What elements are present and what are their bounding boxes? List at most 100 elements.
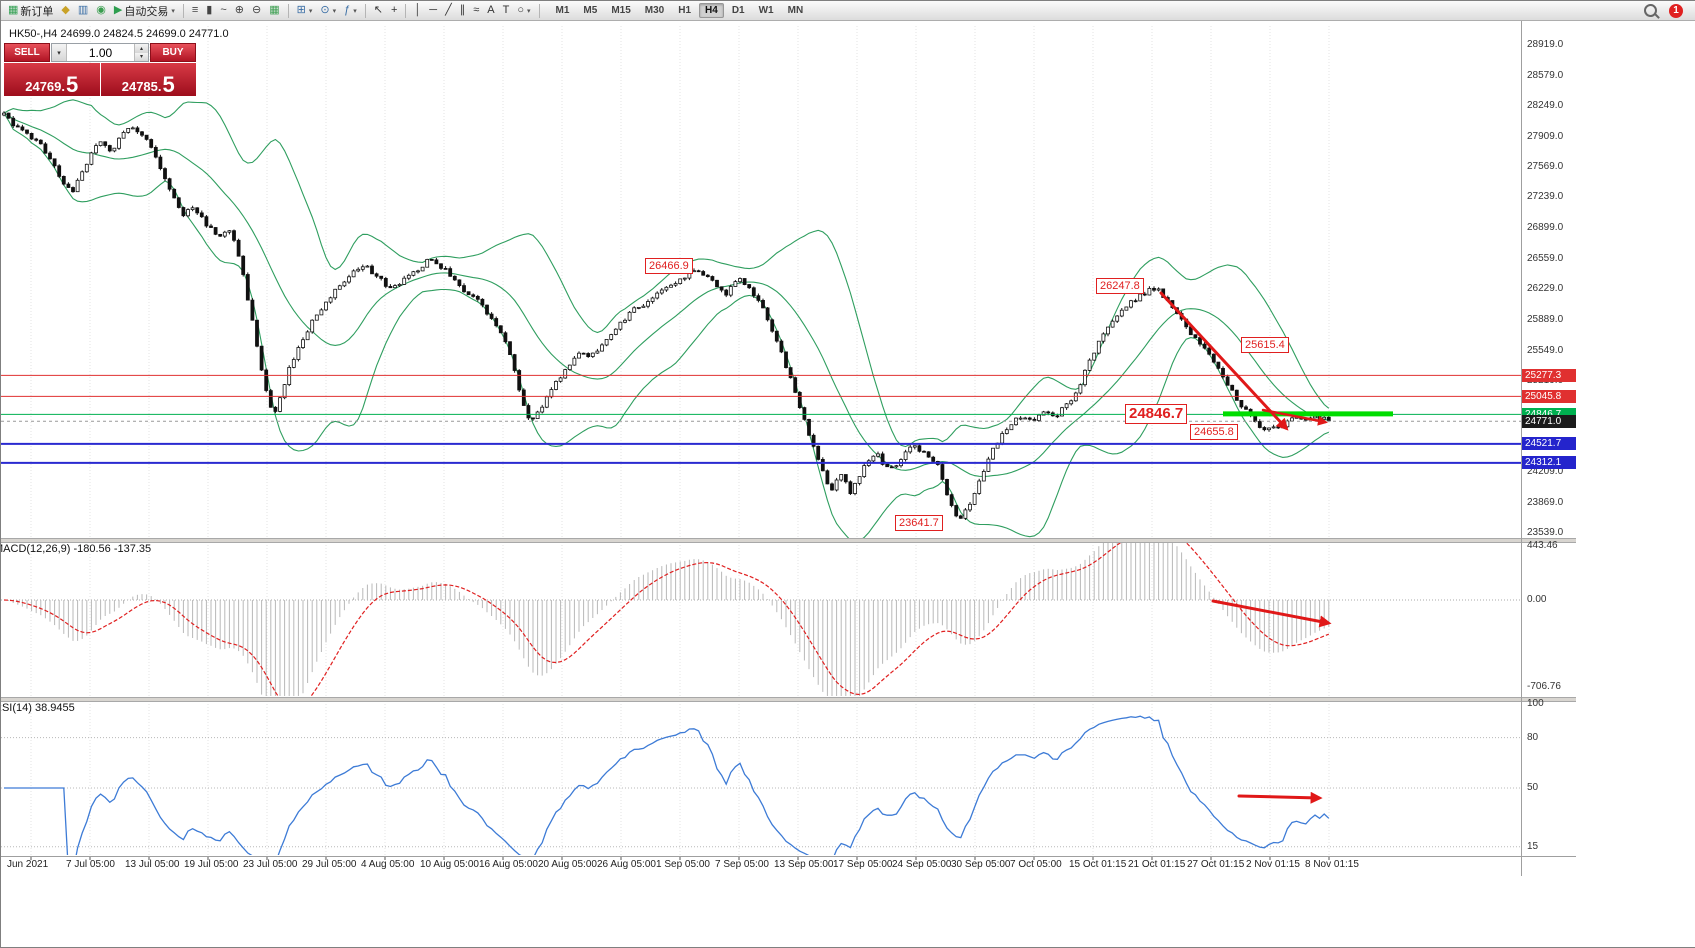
buy-price[interactable]: 24785. 5 — [100, 63, 196, 97]
horizontal-line-icon: ─ — [429, 4, 438, 16]
vertical-line-icon: │ — [414, 4, 422, 16]
market-watch-button[interactable]: ▥ — [74, 1, 92, 20]
rsi-scale-label: 80 — [1527, 731, 1539, 743]
panel-separator[interactable] — [1, 697, 1576, 702]
buy-button[interactable]: BUY — [150, 43, 196, 62]
time-axis-label: 4 Aug 05:00 — [361, 859, 415, 870]
chevron-down-icon: ▾ — [308, 7, 313, 15]
chevron-down-icon: ▾ — [353, 7, 357, 15]
trendline-button[interactable]: ╱ — [441, 1, 456, 20]
clock-icon: ⊙ — [320, 4, 330, 16]
price-annotation[interactable]: 23641.7 — [895, 515, 943, 531]
macd-scale-label: -706.76 — [1527, 680, 1561, 692]
new-chart-button[interactable]: ⊞ ▾ — [293, 1, 317, 20]
timeframe-m30-button[interactable]: M30 — [644, 5, 665, 16]
new-order-button-label: 新订单 — [20, 5, 54, 18]
trendline-icon: ╱ — [445, 4, 452, 16]
buy-price-pip: 5 — [162, 72, 175, 97]
time-axis-label: 8 Nov 01:15 — [1305, 859, 1359, 870]
time-axis-border — [1, 856, 1576, 857]
new-order-icon: ▦ — [8, 4, 19, 16]
shapes-button[interactable]: ○ ▾ — [513, 1, 534, 20]
price-scale-label: 25549.0 — [1527, 344, 1564, 356]
new-chart-icon: ⊞ — [296, 4, 306, 16]
crosshair-button[interactable]: + — [387, 1, 401, 20]
timeframe-w1-button[interactable]: W1 — [758, 5, 774, 16]
zoom-out-button[interactable]: ⊖ — [248, 1, 265, 20]
period-button[interactable]: ⊙ ▾ — [316, 1, 340, 20]
price-scale-label: 28919.0 — [1527, 39, 1564, 50]
notification-badge[interactable]: 1 — [1669, 3, 1683, 18]
sell-price-pip: 5 — [66, 72, 79, 97]
horizontal-line-button[interactable]: ─ — [425, 1, 441, 20]
volume-down-button[interactable]: ▾ — [135, 52, 148, 61]
market-watch-icon: ▥ — [77, 4, 89, 16]
new-order-button[interactable]: ▦ 新订单 — [4, 1, 57, 20]
auto-trading-button[interactable]: ▶ 自动交易 ▾ — [110, 1, 179, 20]
volume-up-button[interactable]: ▴ — [135, 44, 148, 53]
time-axis-label: 7 Sep 05:00 — [715, 859, 769, 870]
timeframe-d1-button[interactable]: D1 — [731, 5, 745, 16]
volume-box: ▾ 1.00 ▴ ▾ — [51, 43, 149, 62]
price-scale-label: 23869.0 — [1527, 497, 1564, 509]
channel-button[interactable]: ∥ — [456, 1, 470, 20]
accounts-button[interactable]: ◆ — [57, 1, 73, 20]
candlestick-chart-icon: ▮ — [206, 4, 213, 16]
fibonacci-button[interactable]: ≈ — [469, 1, 483, 20]
tile-windows-button[interactable]: ▦ — [265, 1, 283, 20]
price-scale-label: 25219.0 — [1527, 374, 1564, 386]
alerts-button[interactable]: ◉ — [92, 1, 110, 20]
bar-chart-button[interactable]: ≡ — [188, 1, 202, 20]
one-click-trading-panel: SELL ▾ 1.00 ▴ ▾ BUY 24769. 5 24785. 5 — [4, 43, 196, 96]
price-annotation[interactable]: 26247.8 — [1096, 278, 1144, 294]
volume-stepper: ▴ ▾ — [134, 44, 148, 61]
panel-separator[interactable] — [1, 538, 1576, 543]
timeframe-mn-button[interactable]: MN — [787, 5, 804, 16]
price-tag: 25045.8 — [1522, 389, 1576, 403]
text-button[interactable]: A — [483, 1, 498, 20]
toolbar-separator — [538, 3, 540, 18]
price-annotation[interactable]: 24846.7 — [1125, 404, 1188, 424]
time-axis-label: 23 Jul 05:00 — [243, 859, 298, 870]
label-button[interactable]: T — [499, 1, 514, 20]
crosshair-icon: + — [390, 4, 398, 16]
cursor-button[interactable]: ↖ — [370, 1, 387, 20]
search-icon[interactable] — [1644, 4, 1657, 17]
bar-chart-icon: ≡ — [191, 4, 199, 16]
time-axis-label: 16 Aug 05:00 — [479, 859, 538, 870]
line-chart-button[interactable]: ~ — [216, 1, 230, 20]
sell-button[interactable]: SELL — [4, 43, 50, 62]
zoom-in-button[interactable]: ⊕ — [231, 1, 248, 20]
sell-price[interactable]: 24769. 5 — [4, 63, 100, 96]
price-scale-label: 27239.0 — [1527, 191, 1564, 203]
candlestick-chart-button[interactable]: ▮ — [202, 1, 216, 20]
vertical-line-button[interactable]: │ — [410, 1, 425, 20]
volume-input[interactable]: 1.00 — [88, 45, 113, 60]
price-scale-label: 26559.0 — [1527, 253, 1564, 265]
price-tag: 24846.7 — [1522, 407, 1576, 421]
tile-windows-icon: ▦ — [269, 4, 280, 16]
volume-dropdown-icon[interactable]: ▾ — [52, 44, 67, 61]
price-scale-label: 27909.0 — [1527, 130, 1564, 142]
timeframe-h1-button[interactable]: H1 — [678, 5, 692, 16]
price-annotation[interactable]: 24655.8 — [1190, 424, 1238, 440]
timeframe-h4-button[interactable]: H4 — [699, 3, 724, 18]
time-axis-label: 19 Jul 05:00 — [184, 859, 239, 870]
toolbar-right: 1 — [1644, 3, 1693, 18]
price-tag: 24312.1 — [1522, 456, 1576, 470]
price-annotation[interactable]: 26466.9 — [645, 258, 693, 274]
timeframe-m1-button[interactable]: M1 — [555, 5, 570, 16]
alerts-icon: ◉ — [96, 4, 106, 16]
price-tag: 25277.3 — [1522, 368, 1576, 382]
time-axis-label: 21 Oct 01:15 — [1128, 859, 1186, 870]
timeframe-m5-button[interactable]: M5 — [583, 5, 598, 16]
price-annotation[interactable]: 25615.4 — [1241, 337, 1289, 353]
time-axis-label: 27 Oct 01:15 — [1187, 859, 1245, 870]
timeframe-m15-button[interactable]: M15 — [611, 5, 631, 16]
time-axis-label: 24 Sep 05:00 — [892, 859, 952, 870]
indicators-button[interactable]: ƒ ▾ — [340, 1, 361, 20]
time-axis-label: 15 Oct 01:15 — [1069, 859, 1127, 870]
price-scale-label: 26229.0 — [1527, 283, 1564, 294]
